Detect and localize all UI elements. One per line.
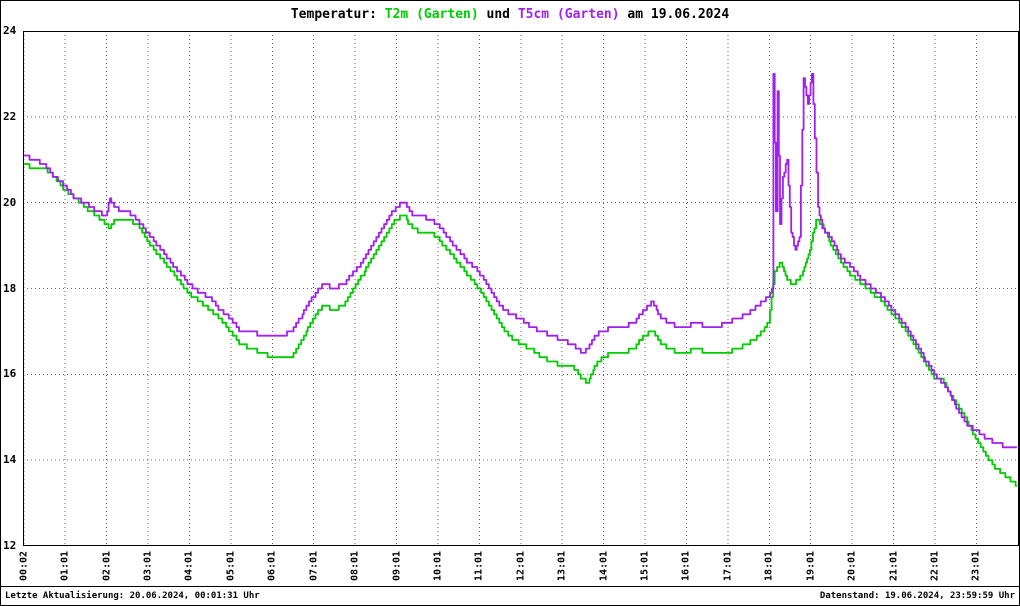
plot-border [23, 31, 1019, 546]
x-tick-label: 04:01 [183, 550, 195, 582]
y-tick-label: 12 [3, 539, 17, 552]
footer-bar: Letzte Aktualisierung: 20.06.2024, 00:01… [1, 586, 1019, 605]
y-tick-label: 20 [3, 195, 17, 209]
x-tick-label: 16:01 [680, 550, 692, 582]
x-tick-label: 05:01 [225, 550, 237, 582]
y-tick-label: 16 [3, 367, 17, 381]
x-tick-label: 00:02 [18, 550, 30, 582]
plot-area [23, 31, 1019, 546]
x-tick-label: 21:01 [888, 550, 900, 582]
x-tick-label: 15:01 [639, 550, 651, 582]
chart-title: Temperatur: T2m (Garten) und T5cm (Garte… [1, 7, 1019, 22]
x-tick-label: 14:01 [598, 550, 610, 582]
x-tick-label: 10:01 [432, 550, 444, 582]
x-tick-label: 18:01 [763, 550, 775, 582]
y-tick-label: 22 [3, 109, 17, 123]
title-prefix: Temperatur: [290, 7, 377, 22]
x-tick-label: 13:01 [556, 550, 568, 582]
y-tick-label: 14 [3, 453, 17, 467]
x-tick-label: 20:01 [846, 550, 858, 582]
footer-data-state: Datenstand: 19.06.2024, 23:59:59 Uhr [819, 591, 1015, 601]
x-tick-label: 09:01 [391, 550, 403, 582]
x-tick-label: 23:01 [970, 550, 982, 582]
x-tick-label: 02:01 [101, 550, 113, 582]
x-tick-label: 08:01 [349, 550, 361, 582]
x-tick-label: 11:01 [473, 550, 485, 582]
title-conjunction: und [486, 7, 510, 22]
x-tick-label: 22:01 [929, 550, 941, 582]
x-tick-label: 01:01 [59, 550, 71, 582]
x-tick-label: 03:01 [142, 550, 154, 582]
x-tick-label: 07:01 [308, 550, 320, 582]
y-tick-label: 18 [3, 281, 17, 295]
x-tick-label: 19:01 [805, 550, 817, 582]
title-series1: T2m (Garten) [384, 7, 479, 22]
series-line-t2m-garten [23, 163, 1017, 487]
x-tick-label: 17:01 [722, 550, 734, 582]
plot-svg [23, 31, 1019, 546]
title-suffix: am 19.06.2024 [627, 7, 730, 22]
title-series2: T5cm (Garten) [517, 7, 620, 22]
x-tick-label: 06:01 [266, 550, 278, 582]
series-line-t5cm-garten [23, 73, 1017, 449]
y-tick-label: 24 [3, 24, 17, 37]
footer-last-update: Letzte Aktualisierung: 20.06.2024, 00:01… [5, 591, 260, 601]
x-tick-label: 12:01 [515, 550, 527, 582]
